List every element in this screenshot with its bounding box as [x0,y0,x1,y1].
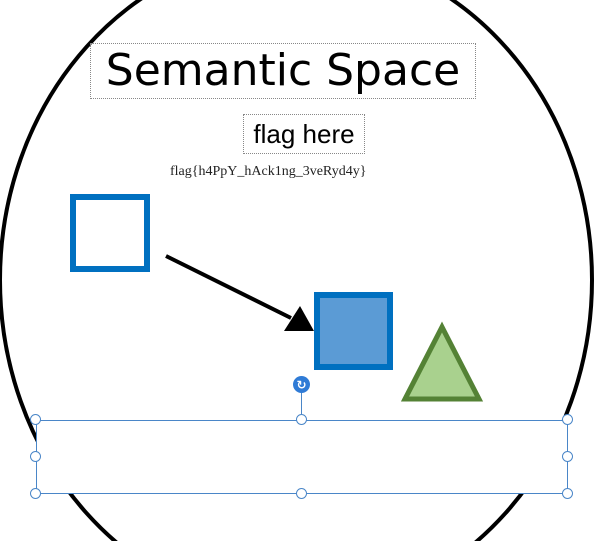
triangle-shape[interactable] [400,321,484,402]
arrow-connector[interactable] [165,254,292,320]
resize-handle-bottom-center[interactable] [296,488,307,499]
resize-handle-middle-left[interactable] [30,451,41,462]
flag-text: flag{h4PpY_hAck1ng_3veRyd4y} [170,164,367,179]
selected-empty-textbox[interactable] [36,420,568,494]
outline-square-shape[interactable] [70,194,150,272]
arrow-head-icon [284,306,314,331]
resize-handle-middle-right[interactable] [562,451,573,462]
filled-square-shape[interactable] [314,292,393,370]
flag-label-text: flag here [253,119,355,149]
resize-handle-top-right[interactable] [562,414,573,425]
resize-handle-bottom-right[interactable] [562,488,573,499]
flag-label-textbox[interactable]: flag here [243,114,365,154]
resize-handle-bottom-left[interactable] [30,488,41,499]
title-textbox[interactable]: Semantic Space [90,43,476,99]
resize-handle-top-center[interactable] [296,414,307,425]
rotate-icon[interactable]: ↻ [293,376,310,393]
resize-handle-top-left[interactable] [30,414,41,425]
rotate-stem [301,391,302,420]
slide-title: Semantic Space [105,45,461,96]
